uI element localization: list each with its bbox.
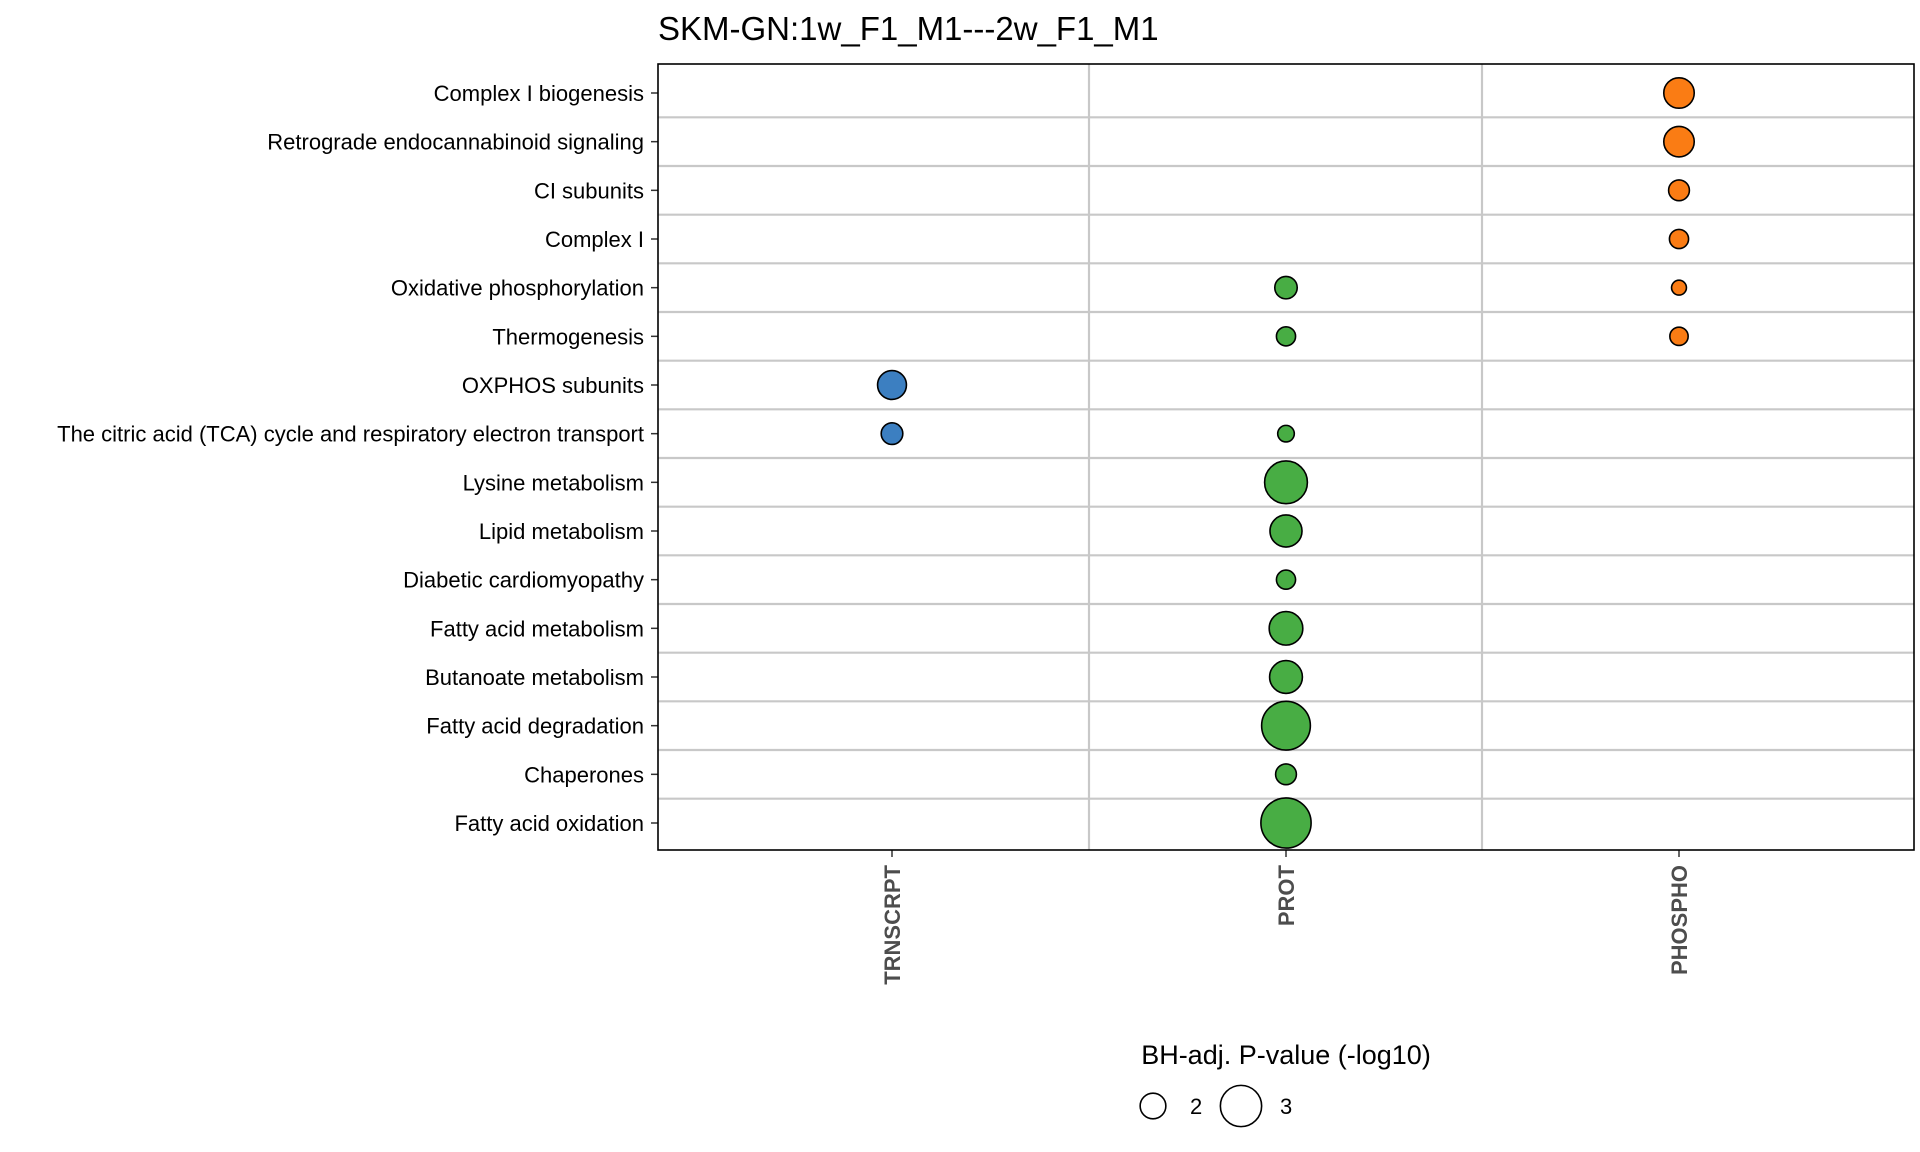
- y-tick-label: Butanoate metabolism: [425, 665, 644, 690]
- data-point: [876, 369, 908, 401]
- y-tick-label: Fatty acid oxidation: [454, 811, 644, 836]
- y-axis-tick-labels: Complex I biogenesis Retrograde endocanna…: [57, 81, 658, 836]
- legend-break-label: 2: [1190, 1094, 1202, 1119]
- legend-size-key: [1219, 1084, 1263, 1128]
- y-tick-label: OXPHOS subunits: [462, 373, 644, 398]
- data-point: [1668, 228, 1690, 250]
- y-tick-label: Complex I: [545, 227, 644, 252]
- data-points: [876, 76, 1696, 849]
- y-tick-label: Complex I biogenesis: [434, 81, 644, 106]
- data-point: [1669, 326, 1689, 347]
- y-tick-label: Retrograde endocannabinoid signaling: [267, 130, 644, 155]
- data-point: [880, 422, 904, 446]
- chart-title: SKM-GN:1w_F1_M1---2w_F1_M1: [658, 10, 1159, 47]
- y-tick-label: Fatty acid metabolism: [430, 616, 644, 641]
- y-tick-label: Lipid metabolism: [479, 519, 644, 544]
- data-point: [1263, 460, 1309, 505]
- data-point: [1260, 700, 1312, 751]
- data-point: [1667, 179, 1691, 202]
- data-point: [1275, 325, 1297, 347]
- y-tick-label: The citric acid (TCA) cycle and respirat…: [57, 422, 644, 447]
- data-point: [1670, 279, 1688, 296]
- y-tick-label: CI subunits: [534, 178, 644, 203]
- y-tick-label: Diabetic cardiomyopathy: [403, 568, 644, 593]
- x-tick-label: TRNSCRPT: [880, 864, 905, 984]
- y-tick-label: Thermogenesis: [492, 324, 644, 349]
- x-tick-label: PROT: [1274, 864, 1299, 926]
- data-point: [1268, 659, 1304, 695]
- data-point: [1274, 763, 1298, 786]
- plot-panel-border: [657, 63, 1915, 851]
- data-point: [1662, 125, 1696, 158]
- data-point: [1268, 610, 1304, 646]
- data-point: [1273, 275, 1299, 300]
- y-tick-label: Lysine metabolism: [463, 470, 644, 495]
- legend-size-key: [1139, 1092, 1167, 1120]
- x-axis-tick-labels: TRNSCRPT PROT PHOSPHO: [880, 850, 1692, 985]
- legend-break-label: 3: [1280, 1094, 1292, 1119]
- x-tick-label: PHOSPHO: [1667, 865, 1692, 975]
- legend-title: BH-adj. P-value (-log10): [1141, 1040, 1431, 1070]
- y-tick-label: Fatty acid degradation: [426, 714, 644, 739]
- data-point: [1275, 569, 1297, 591]
- data-point: [1276, 424, 1296, 443]
- data-point: [1269, 514, 1303, 548]
- y-tick-label: Chaperones: [524, 762, 644, 787]
- data-point: [1662, 76, 1696, 110]
- data-point: [1260, 797, 1312, 849]
- y-tick-label: Oxidative phosphorylation: [391, 276, 644, 301]
